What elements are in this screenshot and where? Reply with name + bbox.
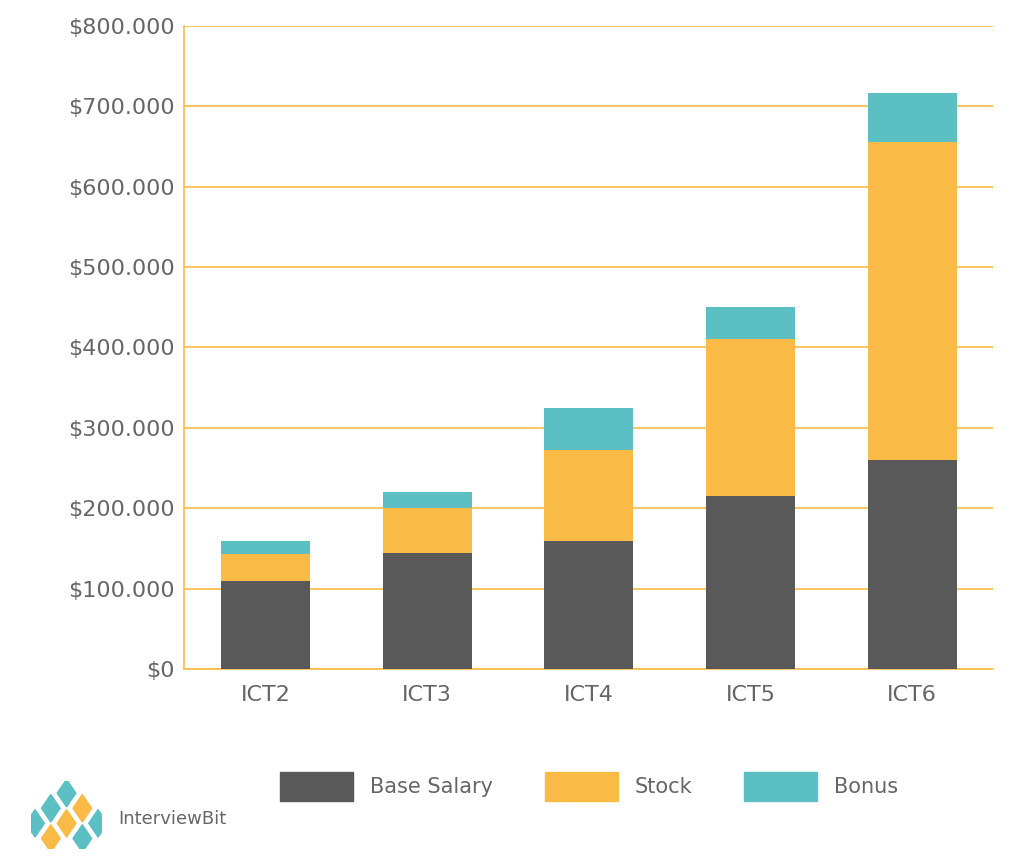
Bar xyxy=(867,93,956,142)
Polygon shape xyxy=(73,825,92,852)
Polygon shape xyxy=(73,795,92,822)
Text: InterviewBit: InterviewBit xyxy=(118,811,226,828)
Bar xyxy=(383,492,472,508)
Bar xyxy=(706,340,795,496)
Polygon shape xyxy=(57,810,76,837)
Bar xyxy=(867,142,956,460)
Polygon shape xyxy=(57,779,76,807)
Bar xyxy=(867,460,956,669)
Bar xyxy=(383,508,472,553)
Polygon shape xyxy=(89,810,108,837)
Polygon shape xyxy=(41,825,60,852)
Bar xyxy=(221,554,310,581)
Legend: Base Salary, Stock, Bonus: Base Salary, Stock, Bonus xyxy=(271,764,906,809)
Bar xyxy=(545,450,633,541)
Bar xyxy=(545,408,633,450)
Bar xyxy=(221,541,310,554)
Bar xyxy=(383,553,472,669)
Bar xyxy=(545,541,633,669)
Polygon shape xyxy=(41,795,60,822)
Bar xyxy=(706,307,795,340)
Polygon shape xyxy=(26,810,44,837)
Bar xyxy=(706,496,795,669)
Bar xyxy=(221,581,310,669)
